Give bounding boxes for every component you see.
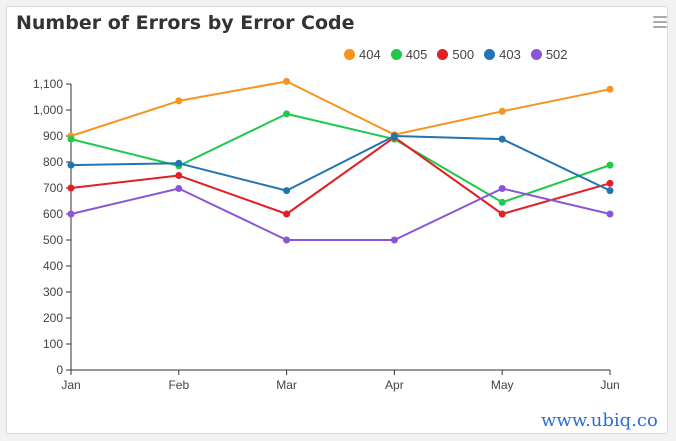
- data-point-502: [175, 185, 183, 193]
- x-tick-label: Jun: [600, 378, 619, 392]
- data-point-500: [606, 179, 614, 187]
- x-tick-label: Feb: [168, 378, 189, 392]
- legend-label: 500: [452, 46, 475, 62]
- legend-dot-icon: [390, 48, 402, 60]
- data-point-405: [606, 161, 614, 169]
- y-tick-label: 400: [43, 259, 63, 273]
- legend-label: 404: [359, 46, 381, 62]
- data-point-500: [498, 210, 506, 218]
- legend-item-502[interactable]: 502: [530, 46, 568, 62]
- y-tick-label: 100: [43, 337, 63, 351]
- y-tick-label: 600: [43, 207, 63, 221]
- series-line-502: [70, 187, 611, 241]
- x-tick-label: Apr: [385, 378, 404, 392]
- data-point-403: [498, 135, 506, 143]
- x-tick-label: May: [491, 378, 514, 392]
- chart-title: Number of Errors by Error Code: [16, 12, 355, 34]
- y-tick-label: 500: [43, 233, 63, 247]
- x-tick-label: Mar: [276, 378, 297, 392]
- legend-item-403[interactable]: 403: [484, 47, 521, 62]
- y-tick-label: 0: [56, 363, 63, 377]
- series-line-403: [70, 135, 611, 192]
- data-point-502: [283, 236, 291, 244]
- legend-item-404[interactable]: 404: [344, 47, 381, 62]
- legend-item-500[interactable]: 500: [437, 47, 474, 62]
- y-tick-label: 800: [43, 155, 63, 169]
- y-tick-label: 1,000: [33, 103, 63, 117]
- y-tick-label: 300: [43, 285, 63, 299]
- legend-label: 403: [499, 46, 521, 62]
- y-tick-label: 200: [43, 311, 63, 325]
- legend-dot-icon: [530, 48, 542, 60]
- data-point-500: [283, 210, 291, 218]
- data-point-404: [606, 85, 614, 93]
- y-tick-label: 900: [43, 129, 63, 143]
- legend-label: 405: [405, 46, 428, 62]
- data-point-502: [390, 236, 398, 244]
- legend-dot-icon: [484, 48, 496, 60]
- y-tick-label: 1,100: [33, 77, 63, 91]
- data-point-404: [175, 97, 183, 105]
- data-point-405: [67, 135, 75, 143]
- legend-item-405[interactable]: 405: [390, 46, 428, 62]
- data-point-500: [67, 184, 75, 192]
- series-line-404: [70, 80, 611, 137]
- data-point-403: [390, 132, 398, 140]
- watermark: www.ubiq.co: [541, 410, 658, 431]
- y-tick-label: 700: [43, 181, 63, 195]
- chart-legend: 404 405 500 403 502: [344, 45, 578, 63]
- data-point-403: [606, 187, 614, 195]
- data-point-404: [498, 107, 506, 115]
- data-point-502: [498, 185, 506, 193]
- legend-dot-icon: [437, 48, 449, 60]
- data-point-403: [283, 187, 291, 195]
- series-line-405: [70, 112, 611, 204]
- x-tick-label: Jan: [61, 378, 80, 392]
- legend-dot-icon: [344, 48, 355, 60]
- data-point-403: [175, 159, 183, 167]
- data-point-405: [498, 198, 506, 206]
- data-point-502: [67, 210, 75, 218]
- data-point-500: [175, 172, 183, 180]
- data-point-502: [606, 210, 614, 218]
- data-point-403: [67, 161, 75, 169]
- series-line-500: [70, 136, 611, 215]
- data-point-405: [283, 110, 291, 118]
- data-point-404: [283, 77, 291, 85]
- legend-label: 502: [545, 46, 568, 62]
- chart-card: [6, 6, 668, 434]
- hamburger-menu-icon[interactable]: [653, 16, 667, 28]
